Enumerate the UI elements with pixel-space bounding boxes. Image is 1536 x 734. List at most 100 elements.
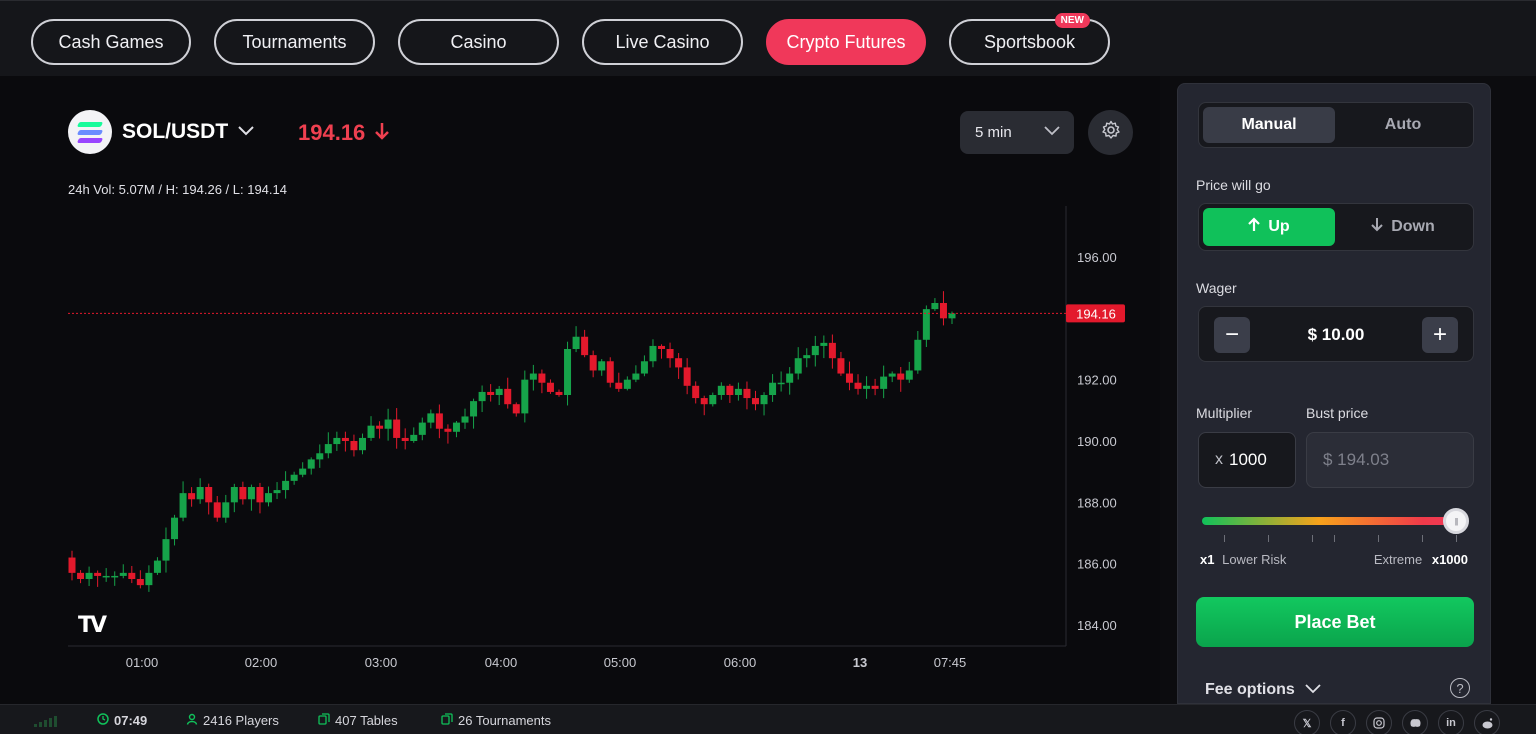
candle-body xyxy=(427,413,435,423)
risk-min-label: Lower Risk xyxy=(1222,552,1287,567)
candle-body xyxy=(256,487,264,503)
candle-body xyxy=(495,388,503,395)
candle-body xyxy=(640,361,648,374)
candle-body xyxy=(717,385,725,395)
down-button[interactable]: Down xyxy=(1337,208,1469,246)
candle-body xyxy=(478,391,486,402)
mode-toggle: Manual Auto xyxy=(1198,102,1474,148)
direction-label: Price will go xyxy=(1196,177,1271,193)
candle-body xyxy=(136,579,144,586)
slider-tick xyxy=(1456,535,1457,542)
chart-settings-button[interactable] xyxy=(1088,110,1133,155)
slider-tick xyxy=(1378,535,1379,542)
candle-body xyxy=(290,474,298,481)
candle-body xyxy=(538,373,546,383)
interval-select[interactable]: 5 min xyxy=(960,111,1074,154)
tab-cash-games[interactable]: Cash Games xyxy=(31,19,191,65)
x-tick-label: 04:00 xyxy=(485,655,518,670)
tab-live-casino[interactable]: Live Casino xyxy=(582,19,743,65)
candle-body xyxy=(171,517,179,540)
y-tick-label: 186.00 xyxy=(1077,557,1117,572)
linkedin-icon[interactable]: in xyxy=(1438,710,1464,734)
up-label: Up xyxy=(1268,218,1290,235)
x-tick-label: 05:00 xyxy=(604,655,637,670)
candle-body xyxy=(905,370,913,380)
status-bar: 07:49 2416 Players 407 Tables 26 Tournam… xyxy=(0,704,1536,734)
risk-min: x1 Lower Risk xyxy=(1200,552,1286,567)
price-chart[interactable]: 196.00 192.00 190.00 188.00 186.00 184.00 01:0… xyxy=(0,76,1160,704)
tab-casino[interactable]: Casino xyxy=(398,19,559,65)
candle-body xyxy=(153,560,161,573)
candle-body xyxy=(521,379,529,414)
wager-value: $ 10.00 xyxy=(1307,325,1365,344)
pair-selector[interactable]: SOL/USDT xyxy=(68,110,254,154)
candle-body xyxy=(931,303,939,310)
candle-body xyxy=(845,373,853,383)
tab-tournaments[interactable]: Tournaments xyxy=(214,19,375,65)
tradingview-logo: TV xyxy=(78,613,107,638)
tab-auto[interactable]: Auto xyxy=(1384,116,1422,133)
tab-crypto-futures[interactable]: Crypto Futures xyxy=(766,19,926,65)
candle-body xyxy=(265,493,273,503)
candle-body xyxy=(598,361,606,371)
candle-body xyxy=(299,468,307,475)
x-tick-label: 01:00 xyxy=(126,655,159,670)
risk-slider-handle[interactable]: ||| xyxy=(1443,508,1469,534)
candle-body xyxy=(777,382,785,385)
decrease-wager-button[interactable]: − xyxy=(1214,317,1250,353)
candle-body xyxy=(632,373,640,380)
candle-body xyxy=(239,487,247,500)
tab-manual[interactable]: Manual xyxy=(1203,107,1335,143)
candle-body xyxy=(726,385,734,395)
candle-body xyxy=(452,422,460,432)
arrow-down-icon xyxy=(1371,217,1391,237)
candle-body xyxy=(828,342,836,359)
discord-icon[interactable] xyxy=(1402,710,1428,734)
user-icon xyxy=(186,713,198,728)
candle-body xyxy=(794,358,802,374)
wager-input[interactable]: − $ 10.00 + xyxy=(1198,306,1474,362)
connection-signal-icon xyxy=(34,715,57,727)
candle-body xyxy=(487,391,495,395)
fee-options-toggle[interactable]: Fee options xyxy=(1205,681,1321,699)
current-price-tag-label: 194.16 xyxy=(1076,306,1116,321)
candle-body xyxy=(769,382,777,395)
candle-body xyxy=(77,572,85,579)
tab-sportsbook[interactable]: Sportsbook NEW xyxy=(949,13,1110,65)
players-count: 2416 Players xyxy=(186,713,279,728)
help-icon[interactable]: ? xyxy=(1450,678,1470,698)
multiplier-input[interactable]: x 1000 xyxy=(1198,432,1296,488)
candle-body xyxy=(188,493,196,500)
place-bet-button[interactable]: Place Bet xyxy=(1196,597,1474,647)
slider-tick xyxy=(1312,535,1313,542)
candle-body xyxy=(222,502,230,518)
candle-body xyxy=(529,373,537,380)
candle-body xyxy=(102,575,110,578)
slider-tick xyxy=(1268,535,1269,542)
facebook-icon[interactable]: f xyxy=(1330,710,1356,734)
x-tick-label: 06:00 xyxy=(724,655,757,670)
candle-body xyxy=(111,575,119,578)
tables-count-value: 407 Tables xyxy=(335,713,398,728)
risk-slider-track[interactable] xyxy=(1202,517,1462,525)
minus-icon: − xyxy=(1224,321,1239,348)
candle-body xyxy=(871,385,879,389)
up-button[interactable]: Up xyxy=(1203,208,1335,246)
instagram-icon[interactable] xyxy=(1366,710,1392,734)
slider-tick xyxy=(1224,535,1225,542)
increase-wager-button[interactable]: + xyxy=(1422,317,1458,353)
reddit-icon[interactable] xyxy=(1474,710,1500,734)
candle-body xyxy=(649,345,657,362)
candle-body xyxy=(179,493,187,518)
server-time: 07:49 xyxy=(97,713,147,728)
candle-body xyxy=(837,358,845,374)
chevron-down-icon xyxy=(1044,123,1060,139)
x-icon[interactable]: 𝕏 xyxy=(1294,710,1320,734)
candle-body xyxy=(760,395,768,405)
slider-tick xyxy=(1422,535,1423,542)
arrow-up-icon xyxy=(1248,217,1268,237)
candle-body xyxy=(803,355,811,359)
candle-body xyxy=(393,419,401,438)
candle-body xyxy=(196,487,204,500)
candle-body xyxy=(205,487,213,503)
